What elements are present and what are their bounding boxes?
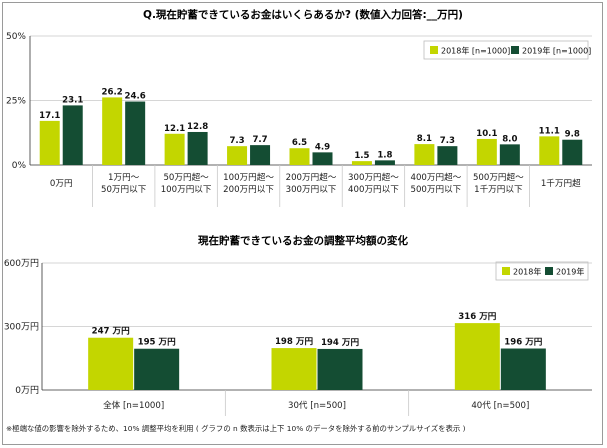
chart2-bar [271,348,317,390]
chart1-bar [499,144,520,165]
chart1-legend-label-2018: 2018年 [n=1000] [441,46,510,56]
chart-marks: 50% 25% 0% 17.123.1 0万円 26.2 24.6 1万円〜50万円以下 12.… [4,32,592,416]
chart1-x-tick-label: 200万円以下 [223,184,274,195]
chart1-legend-swatch-2019 [511,46,519,54]
chart2-title: 現在貯蓄できているお金の調整平均額の変化 [198,234,408,247]
chart1-bar [312,152,333,165]
chart2-x-tick-label: 40代 [n=500] [471,400,529,411]
chart1-x-tick-label: 500万円超〜 [473,171,524,183]
chart1-x-tick-label: 50万円超〜 [163,171,209,183]
chart1-bar [437,146,458,165]
chart1-data-label: 6.5 [292,138,307,148]
chart1-data-label: 7.3 [229,136,244,146]
chart1-y-tick-label: 25% [6,97,26,107]
chart1-x-tick-label: 100万円以下 [161,184,212,195]
chart1-bar [102,97,123,165]
chart2-y-tick-label: 600万円 [4,258,39,269]
chart1-x-tick-label: 500万円以下 [410,184,461,195]
chart1-data-label: 1.8 [377,150,392,160]
chart2-bar [454,323,500,390]
chart1-data-label: 1.5 [354,151,369,161]
chart2-y-tick-label: 300万円 [4,322,39,333]
chart1-x-tick-label: 200万円超〜 [286,171,337,183]
chart1-bar [539,136,560,165]
chart1-data-label: 7.7 [252,135,267,145]
chart1-data-label: 8.0 [502,134,517,144]
chart1-data-label: 7.3 [440,136,455,146]
chart1-x-tick-label: 300万円以下 [286,184,337,195]
chart2-legend-swatch-2018 [502,267,510,275]
chart2-bar [88,337,134,390]
chart1-bar [414,144,435,165]
chart1-legend-swatch-2018 [430,46,438,54]
chart1-bar [187,131,208,165]
chart1-x-tick-label: 400万円超〜 [410,171,461,183]
chart1-y-tick-label: 0% [12,161,27,171]
chart1-bar [250,145,271,165]
chart2-legend-swatch-2019 [545,267,553,275]
chart1-data-label: 12.1 [164,124,185,134]
chart1-bar [62,105,83,165]
chart1-x-tick-label: 400万円以下 [348,184,399,195]
figure-frame [2,2,603,445]
chart1-data-label: 17.1 [39,111,60,121]
chart1-bar [125,101,146,165]
chart1-bar [227,146,248,165]
chart1-data-label: 11.1 [539,126,560,136]
chart1-data-label: 24.6 [125,92,146,102]
chart1-y-tick-label: 50% [6,32,26,42]
chart1-data-label: 12.8 [187,122,208,132]
chart1-bar [562,139,583,165]
chart2-bar [134,348,180,390]
chart1-x-tick-label: 1万円〜 [108,172,140,183]
chart1-bar [39,120,60,165]
chart1-title: Q.現在貯蓄できているお金はいくらあるか? (数値入力回答:__万円) [143,8,463,21]
chart1-bar [289,148,310,165]
chart1-bar [374,160,395,165]
chart1-x-tick-label: 300万円超〜 [348,171,399,183]
chart1-x-tick-label: 50万円以下 [101,184,147,195]
chart2-bar [317,348,363,390]
chart1-bar [351,161,372,165]
chart1-legend-box [423,40,589,60]
chart1-x-tick-label: 1千万円以下 [474,184,523,195]
chart1-data-label: 8.1 [417,134,432,144]
chart1-bar [476,138,497,165]
chart1-data-label: 26.2 [102,87,123,97]
chart1-x-tick-label: 1千万円超 [541,177,581,189]
chart2-data-label: 316 万円 [458,311,497,322]
chart2-data-label: 194 万円 [321,337,360,348]
chart2-bar [500,348,546,390]
chart1-data-label: 4.9 [315,142,330,152]
chart2-legend-label-2018: 2018年 [513,267,541,277]
chart2-data-label: 195 万円 [138,337,177,348]
chart2-data-label: 198 万円 [275,336,314,347]
chart1-data-label: 9.8 [565,130,580,140]
footnote: ※極端な値の影響を除外するため、10% 調整平均を利用 ( グラフの n 数表示… [6,424,466,433]
chart1-x-tick-label: 100万円超〜 [223,171,274,183]
chart2-y-tick-label: 0万円 [15,385,39,396]
chart1-x-tick-label: 0万円 [50,178,73,189]
chart2-x-tick-label: 全体 [n=1000] [103,399,164,411]
chart1-bar [164,133,185,165]
chart2-data-label: 196 万円 [504,337,543,348]
chart2-legend-label-2019: 2019年 [556,267,584,277]
chart1-data-label: 10.1 [476,129,497,139]
chart2-x-tick-label: 30代 [n=500] [288,400,346,411]
chart1-legend-label-2019: 2019年 [n=1000] [522,46,591,56]
chart2-data-label: 247 万円 [92,326,131,337]
chart1-data-label: 23.1 [62,95,83,105]
chart2-legend-box [495,261,589,281]
